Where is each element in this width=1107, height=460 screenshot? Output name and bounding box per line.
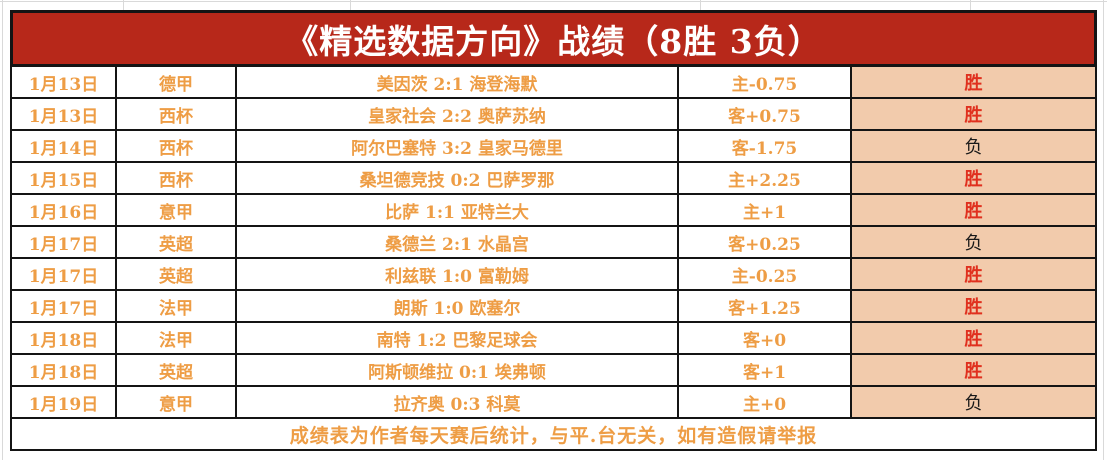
result-cell: 负 — [852, 227, 1095, 257]
table-row: 1月14日 西杯 阿尔巴塞特 3:2 皇家马德里 客-1.75 负 — [10, 131, 1097, 163]
disclaimer-text: 成绩表为作者每天赛后统计，与平.台无关，如有造假请举报 — [289, 424, 818, 447]
date-cell: 1月19日 — [12, 387, 117, 417]
match-cell: 皇家社会 2:2 奥萨苏纳 — [237, 99, 679, 129]
table-row: 1月13日 德甲 美因茨 2:1 海登海默 主-0.75 胜 — [10, 67, 1097, 99]
result-cell: 负 — [852, 387, 1095, 417]
match-cell: 桑坦德竞技 0:2 巴萨罗那 — [237, 163, 679, 193]
page-title: 《精选数据方向》战绩（8胜 3负） — [285, 21, 822, 61]
handicap-cell: 主+2.25 — [679, 163, 852, 193]
date-cell: 1月13日 — [12, 67, 117, 97]
result-cell: 胜 — [852, 259, 1095, 289]
match-cell: 比萨 1:1 亚特兰大 — [237, 195, 679, 225]
result-cell: 胜 — [852, 99, 1095, 129]
table-row: 1月13日 西杯 皇家社会 2:2 奥萨苏纳 客+0.75 胜 — [10, 99, 1097, 131]
table-row: 1月18日 法甲 南特 1:2 巴黎足球会 客+0 胜 — [10, 323, 1097, 355]
date-cell: 1月17日 — [12, 227, 117, 257]
league-cell: 英超 — [117, 227, 237, 257]
match-cell: 桑德兰 2:1 水晶宫 — [237, 227, 679, 257]
league-cell: 西杯 — [117, 131, 237, 161]
date-cell: 1月17日 — [12, 291, 117, 321]
match-cell: 阿斯顿维拉 0:1 埃弗顿 — [237, 355, 679, 385]
result-cell: 胜 — [852, 291, 1095, 321]
result-cell: 胜 — [852, 323, 1095, 353]
league-cell: 西杯 — [117, 99, 237, 129]
table-row: 1月16日 意甲 比萨 1:1 亚特兰大 主+1 胜 — [10, 195, 1097, 227]
league-cell: 意甲 — [117, 195, 237, 225]
handicap-cell: 主-0.75 — [679, 67, 852, 97]
handicap-cell: 客+1 — [679, 355, 852, 385]
result-cell: 胜 — [852, 163, 1095, 193]
league-cell: 法甲 — [117, 291, 237, 321]
match-cell: 美因茨 2:1 海登海默 — [237, 67, 679, 97]
sheet-gridline — [123, 0, 124, 10]
result-cell: 胜 — [852, 355, 1095, 385]
table-row: 1月15日 西杯 桑坦德竞技 0:2 巴萨罗那 主+2.25 胜 — [10, 163, 1097, 195]
results-table: 《精选数据方向》战绩（8胜 3负） 1月13日 德甲 美因茨 2:1 海登海默 … — [10, 10, 1097, 451]
disclaimer-row: 成绩表为作者每天赛后统计，与平.台无关，如有造假请举报 — [10, 419, 1097, 451]
sheet-gridline — [2, 0, 3, 460]
sheet-gridline — [0, 1, 1107, 2]
league-cell: 英超 — [117, 355, 237, 385]
league-cell: 意甲 — [117, 387, 237, 417]
match-cell: 南特 1:2 巴黎足球会 — [237, 323, 679, 353]
handicap-cell: 主+0 — [679, 387, 852, 417]
league-cell: 英超 — [117, 259, 237, 289]
result-cell: 负 — [852, 131, 1095, 161]
sheet-gridline — [1103, 0, 1104, 460]
table-row: 1月17日 英超 桑德兰 2:1 水晶宫 客+0.25 负 — [10, 227, 1097, 259]
match-cell: 朗斯 1:0 欧塞尔 — [237, 291, 679, 321]
date-cell: 1月17日 — [12, 259, 117, 289]
match-cell: 利兹联 1:0 富勒姆 — [237, 259, 679, 289]
handicap-cell: 主-0.25 — [679, 259, 852, 289]
result-cell: 胜 — [852, 67, 1095, 97]
table-row: 1月19日 意甲 拉齐奥 0:3 科莫 主+0 负 — [10, 387, 1097, 419]
date-cell: 1月14日 — [12, 131, 117, 161]
date-cell: 1月18日 — [12, 355, 117, 385]
handicap-cell: 客+0.25 — [679, 227, 852, 257]
match-cell: 拉齐奥 0:3 科莫 — [237, 387, 679, 417]
handicap-cell: 客+0.75 — [679, 99, 852, 129]
league-cell: 西杯 — [117, 163, 237, 193]
league-cell: 德甲 — [117, 67, 237, 97]
sheet-gridline — [350, 0, 351, 10]
league-cell: 法甲 — [117, 323, 237, 353]
match-cell: 阿尔巴塞特 3:2 皇家马德里 — [237, 131, 679, 161]
sheet-gridline — [700, 0, 701, 10]
table-row: 1月17日 英超 利兹联 1:0 富勒姆 主-0.25 胜 — [10, 259, 1097, 291]
sheet-gridline — [970, 0, 971, 10]
handicap-cell: 客-1.75 — [679, 131, 852, 161]
title-banner: 《精选数据方向》战绩（8胜 3负） — [10, 10, 1097, 67]
table-row: 1月17日 法甲 朗斯 1:0 欧塞尔 客+1.25 胜 — [10, 291, 1097, 323]
handicap-cell: 客+1.25 — [679, 291, 852, 321]
date-cell: 1月18日 — [12, 323, 117, 353]
handicap-cell: 主+1 — [679, 195, 852, 225]
table-row: 1月18日 英超 阿斯顿维拉 0:1 埃弗顿 客+1 胜 — [10, 355, 1097, 387]
result-cell: 胜 — [852, 195, 1095, 225]
handicap-cell: 客+0 — [679, 323, 852, 353]
date-cell: 1月16日 — [12, 195, 117, 225]
date-cell: 1月15日 — [12, 163, 117, 193]
date-cell: 1月13日 — [12, 99, 117, 129]
